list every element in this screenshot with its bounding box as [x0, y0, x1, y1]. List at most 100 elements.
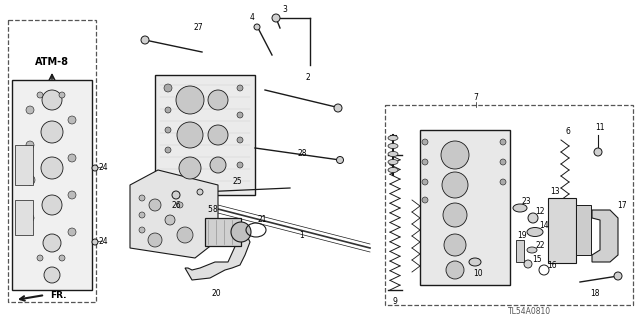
Bar	[8, 20, 96, 302]
Circle shape	[148, 233, 162, 247]
Ellipse shape	[469, 258, 481, 266]
Text: 4: 4	[250, 13, 255, 23]
Text: 28: 28	[297, 149, 307, 158]
Circle shape	[422, 197, 428, 203]
Text: 7: 7	[474, 93, 479, 102]
Circle shape	[254, 24, 260, 30]
Circle shape	[26, 141, 34, 149]
Circle shape	[41, 157, 63, 179]
Text: 24: 24	[98, 236, 108, 246]
Circle shape	[500, 159, 506, 165]
Circle shape	[237, 162, 243, 168]
Text: 5: 5	[207, 205, 212, 214]
Text: 21: 21	[257, 216, 267, 225]
Circle shape	[139, 195, 145, 201]
Circle shape	[141, 36, 149, 44]
Circle shape	[42, 195, 62, 215]
Bar	[385, 105, 633, 305]
Circle shape	[59, 92, 65, 98]
Circle shape	[92, 165, 98, 171]
Circle shape	[177, 227, 193, 243]
Ellipse shape	[388, 167, 398, 173]
Circle shape	[208, 90, 228, 110]
Text: 25: 25	[232, 177, 242, 187]
Bar	[155, 75, 255, 195]
Text: 17: 17	[617, 201, 627, 210]
Text: FR.: FR.	[50, 292, 67, 300]
Text: 26: 26	[171, 202, 181, 211]
Circle shape	[139, 227, 145, 233]
Polygon shape	[185, 238, 250, 280]
Circle shape	[237, 137, 243, 143]
Circle shape	[41, 121, 63, 143]
Circle shape	[176, 86, 204, 114]
Bar	[15, 145, 33, 185]
Ellipse shape	[388, 160, 398, 165]
Circle shape	[68, 191, 76, 199]
Circle shape	[422, 139, 428, 145]
Bar	[548, 198, 576, 263]
Circle shape	[422, 179, 428, 185]
Text: 1: 1	[300, 232, 305, 241]
Circle shape	[68, 154, 76, 162]
Text: 16: 16	[547, 261, 557, 270]
Circle shape	[334, 104, 342, 112]
Circle shape	[164, 84, 172, 92]
Circle shape	[139, 212, 145, 218]
Ellipse shape	[388, 144, 398, 149]
Text: 10: 10	[473, 270, 483, 278]
Circle shape	[422, 159, 428, 165]
Text: 8: 8	[212, 205, 218, 214]
Text: 15: 15	[532, 256, 542, 264]
Text: 27: 27	[193, 24, 203, 33]
Circle shape	[231, 222, 251, 242]
Circle shape	[43, 234, 61, 252]
Circle shape	[500, 179, 506, 185]
Circle shape	[172, 191, 180, 199]
Circle shape	[442, 172, 468, 198]
Circle shape	[68, 116, 76, 124]
Circle shape	[528, 213, 538, 223]
Text: 20: 20	[211, 290, 221, 299]
Circle shape	[25, 175, 35, 185]
Bar	[516, 240, 524, 262]
Ellipse shape	[388, 152, 398, 157]
Text: 23: 23	[521, 197, 531, 206]
Circle shape	[44, 267, 60, 283]
Circle shape	[59, 255, 65, 261]
Text: 13: 13	[550, 188, 560, 197]
Circle shape	[26, 106, 34, 114]
Circle shape	[26, 214, 34, 222]
Circle shape	[165, 107, 171, 113]
Circle shape	[210, 157, 226, 173]
Text: 18: 18	[590, 288, 600, 298]
Circle shape	[177, 202, 183, 208]
Circle shape	[179, 157, 201, 179]
Circle shape	[272, 14, 280, 22]
Circle shape	[177, 122, 203, 148]
Circle shape	[444, 234, 466, 256]
Text: ATM-8: ATM-8	[35, 57, 69, 67]
Circle shape	[42, 90, 62, 110]
Circle shape	[68, 228, 76, 236]
Circle shape	[337, 157, 344, 164]
Text: 11: 11	[595, 123, 605, 132]
Circle shape	[197, 189, 203, 195]
Text: 14: 14	[539, 221, 549, 231]
Circle shape	[149, 199, 161, 211]
Circle shape	[92, 239, 98, 245]
Text: 19: 19	[517, 231, 527, 240]
Text: 24: 24	[98, 162, 108, 172]
Text: 12: 12	[535, 207, 545, 217]
Circle shape	[594, 148, 602, 156]
Circle shape	[37, 92, 43, 98]
Bar	[420, 130, 510, 285]
Circle shape	[165, 147, 171, 153]
Bar	[576, 205, 591, 255]
Circle shape	[237, 112, 243, 118]
Circle shape	[165, 215, 175, 225]
Text: 3: 3	[283, 5, 287, 14]
Circle shape	[446, 261, 464, 279]
Circle shape	[443, 203, 467, 227]
Bar	[205, 218, 241, 246]
